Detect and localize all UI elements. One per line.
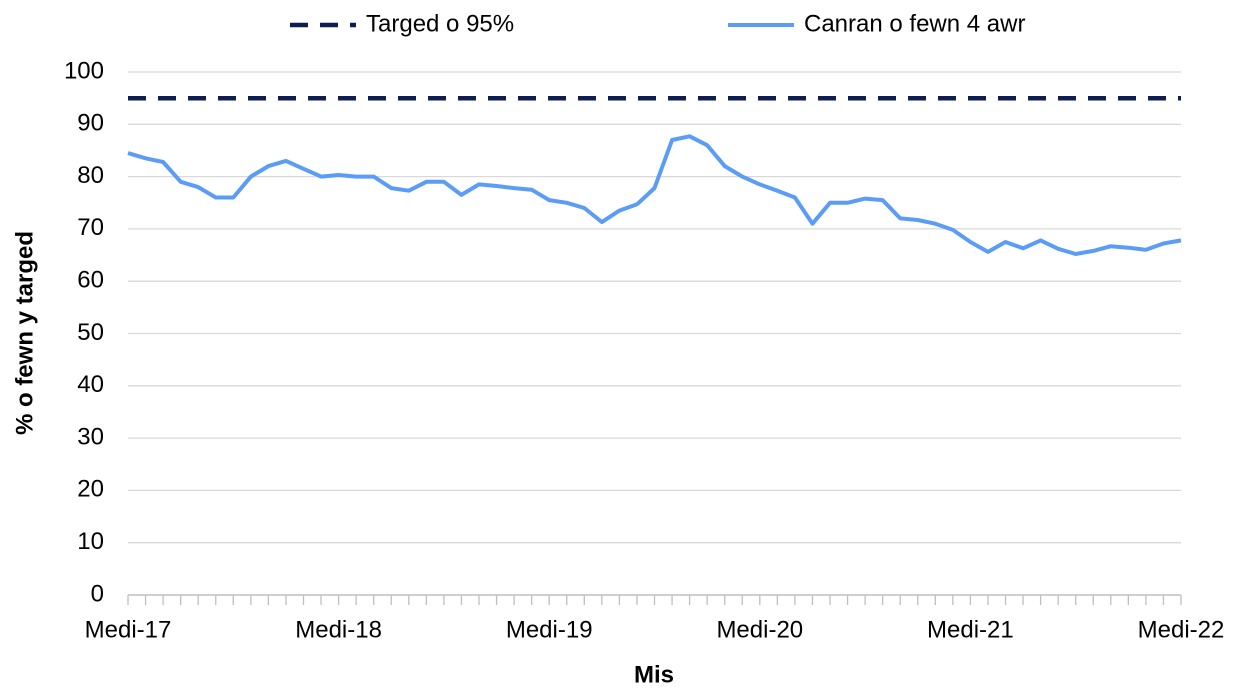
y-axis-label: % o fewn y targed xyxy=(11,231,38,435)
y-tick-label: 100 xyxy=(64,57,104,84)
y-tick-label: 30 xyxy=(77,423,104,450)
x-tick-label: Medi-22 xyxy=(1138,616,1225,643)
y-tick-label: 40 xyxy=(77,371,104,398)
y-tick-label: 90 xyxy=(77,110,104,137)
x-tick-label: Medi-18 xyxy=(295,616,382,643)
x-tick-label: Medi-19 xyxy=(506,616,593,643)
x-axis-label: Mis xyxy=(634,661,674,688)
x-tick-label: Medi-17 xyxy=(85,616,172,643)
y-tick-label: 20 xyxy=(77,476,104,503)
y-tick-label: 60 xyxy=(77,267,104,294)
y-tick-label: 0 xyxy=(91,580,104,607)
legend-label: Canran o fewn 4 awr xyxy=(804,10,1025,37)
y-tick-label: 50 xyxy=(77,319,104,346)
y-tick-label: 10 xyxy=(77,528,104,555)
legend-label: Targed o 95% xyxy=(366,10,514,37)
x-tick-label: Medi-20 xyxy=(716,616,803,643)
y-tick-label: 80 xyxy=(77,162,104,189)
line-series xyxy=(127,134,1182,256)
x-tick-label: Medi-21 xyxy=(927,616,1014,643)
y-tick-label: 70 xyxy=(77,214,104,241)
